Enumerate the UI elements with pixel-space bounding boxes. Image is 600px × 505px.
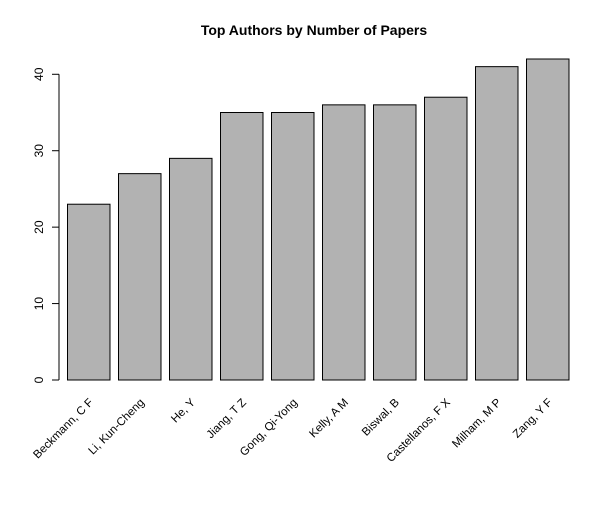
y-tick-label: 20	[32, 220, 46, 234]
y-tick-label: 10	[32, 297, 46, 311]
x-category-label: Milham, M P	[450, 397, 504, 451]
bars-group	[67, 58, 570, 381]
y-tick-label: 40	[32, 67, 46, 81]
x-category-label: Zang, Y F	[511, 397, 555, 441]
x-category-label: Biswal, B	[360, 397, 402, 439]
x-category-label: Beckmann, C F	[31, 397, 96, 462]
bar	[169, 157, 213, 381]
bar	[220, 112, 264, 381]
x-category-label: He, Y	[169, 397, 198, 426]
y-axis: 0 10 20 30 40	[32, 67, 60, 383]
y-tick-label: 0	[32, 376, 46, 383]
bar	[424, 96, 468, 381]
bar	[475, 66, 519, 381]
bar	[322, 104, 366, 381]
bar	[118, 173, 162, 381]
bar	[67, 203, 111, 381]
x-category-label: Li, Kun-Cheng	[86, 397, 146, 457]
chart-title: Top Authors by Number of Papers	[201, 22, 428, 38]
x-category-label: Jiang, T Z	[205, 397, 249, 441]
x-category-label: Kelly, A M	[307, 397, 351, 441]
bar	[271, 112, 315, 381]
bar	[373, 104, 417, 381]
x-axis-labels: Beckmann, C FLi, Kun-Cheng He, Y Jiang, T …	[31, 397, 555, 465]
bar	[526, 58, 570, 381]
y-tick-label: 30	[32, 144, 46, 158]
